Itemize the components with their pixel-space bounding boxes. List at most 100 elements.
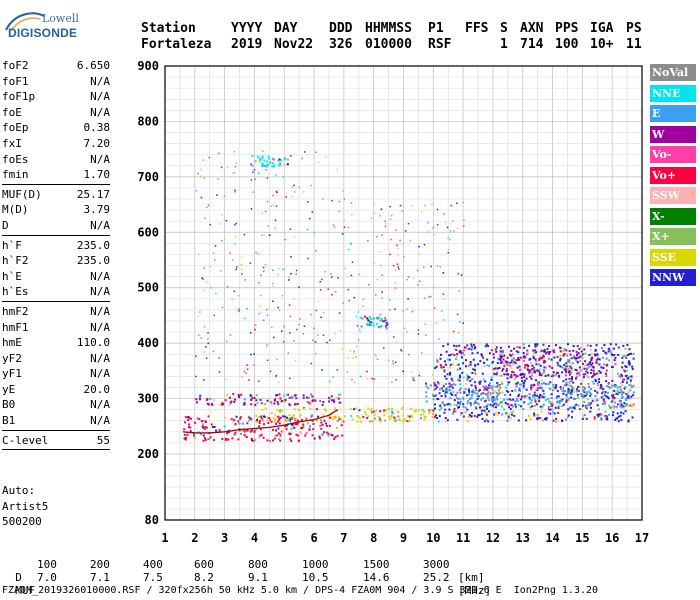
echo-point	[530, 377, 533, 380]
echo-point	[308, 427, 311, 430]
echo-point	[625, 379, 628, 382]
echo-point	[511, 370, 514, 373]
echo-point	[479, 360, 482, 363]
echo-point	[530, 362, 533, 365]
echo-point	[362, 415, 365, 418]
echo-point	[479, 393, 482, 396]
echo-point	[262, 266, 265, 269]
echo-point	[269, 161, 272, 164]
echo-point	[533, 412, 536, 415]
echo-point	[288, 418, 291, 421]
echo-point	[466, 394, 469, 397]
echo-point	[566, 366, 569, 369]
echo-point	[582, 376, 585, 379]
echo-point	[321, 433, 324, 436]
echo-point	[466, 402, 469, 405]
echo-point	[507, 373, 510, 376]
echo-point	[570, 380, 573, 383]
echo-point	[604, 416, 607, 419]
legend-item-nne: NNE	[650, 84, 696, 102]
echo-point	[442, 293, 445, 295]
hdr-station: Station	[141, 21, 196, 36]
echo-point	[322, 334, 325, 337]
x-tick-label: 13	[516, 531, 530, 545]
echo-point	[454, 358, 457, 361]
echo-point	[223, 425, 226, 428]
echo-point	[521, 372, 524, 375]
hdr-axn: AXN	[520, 21, 544, 36]
echo-point	[460, 352, 463, 355]
echo-point	[492, 397, 495, 400]
echo-point	[495, 396, 498, 399]
echo-point	[373, 417, 376, 420]
echo-point	[576, 390, 579, 393]
echo-point	[515, 383, 518, 386]
echo-point	[590, 393, 593, 396]
param-value: N/A	[90, 398, 110, 412]
x-tick-label: 2	[191, 531, 198, 545]
echo-point	[536, 343, 539, 346]
echo-point	[273, 336, 275, 339]
param-value: N/A	[90, 90, 110, 104]
echo-point	[530, 399, 533, 402]
echo-point	[559, 346, 562, 349]
echo-point	[494, 411, 497, 414]
echo-point	[569, 392, 572, 395]
echo-point	[535, 388, 538, 391]
echo-point	[436, 386, 439, 389]
echo-point	[376, 235, 378, 238]
echo-point	[296, 419, 299, 422]
echo-point	[529, 398, 532, 401]
echo-point	[606, 395, 609, 398]
echo-point	[370, 409, 373, 412]
echo-point	[480, 409, 483, 412]
echo-point	[368, 320, 371, 323]
echo-point	[564, 371, 567, 374]
echo-point	[614, 356, 617, 359]
echo-point	[622, 412, 625, 415]
echo-point	[258, 421, 261, 424]
echo-point	[484, 380, 487, 383]
echo-point	[226, 438, 229, 441]
echo-point	[579, 346, 582, 349]
echo-point	[423, 410, 426, 413]
echo-point	[266, 163, 269, 166]
echo-point	[629, 404, 632, 407]
echo-point	[611, 414, 614, 417]
echo-point	[476, 395, 479, 398]
echo-point	[459, 367, 462, 370]
echo-point	[611, 354, 614, 357]
echo-point	[532, 395, 535, 398]
echo-point	[522, 343, 525, 346]
param-label: D	[2, 218, 9, 232]
echo-point	[513, 358, 516, 361]
echo-point	[470, 397, 473, 400]
echo-point	[319, 399, 322, 402]
echo-point	[242, 428, 245, 431]
echo-point	[401, 407, 404, 410]
divider	[2, 300, 110, 302]
echo-point	[295, 433, 298, 436]
echo-point	[235, 415, 238, 418]
echo-point	[442, 383, 445, 386]
echo-point	[331, 412, 334, 415]
echo-point	[602, 398, 605, 401]
echo-point	[500, 356, 503, 359]
echo-point	[350, 243, 352, 245]
echo-point	[281, 330, 283, 333]
echo-point	[212, 350, 215, 353]
y-tick-label: 600	[137, 225, 159, 239]
echo-point	[240, 264, 243, 266]
echo-point	[189, 426, 192, 429]
echo-point	[336, 419, 339, 422]
echo-point	[267, 225, 269, 227]
echo-point	[418, 374, 421, 377]
muf-unit: [MHz]	[458, 584, 492, 597]
echo-point	[307, 396, 310, 399]
echo-point	[410, 370, 413, 373]
echo-point	[271, 162, 274, 165]
param-row: MUF(D) 25.17	[2, 187, 110, 203]
echo-point	[517, 358, 520, 361]
echo-point	[543, 359, 546, 362]
echo-point	[605, 375, 608, 378]
